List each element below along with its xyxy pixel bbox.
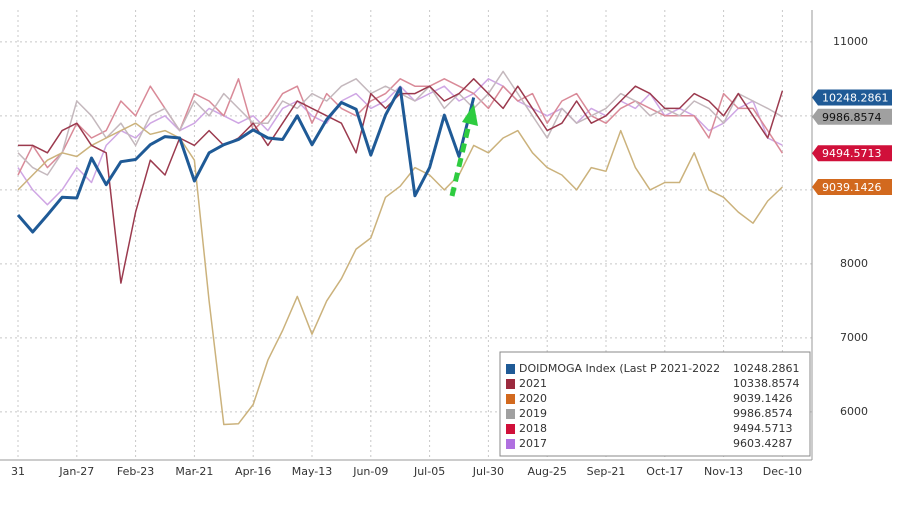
legend-label: 2017 [519, 437, 547, 450]
annotation-arrow [449, 119, 473, 197]
value-tag [812, 178, 892, 195]
value-tag [812, 89, 892, 106]
legend-value: 9494.5713 [733, 422, 793, 435]
legend-label: 2018 [519, 422, 547, 435]
value-tag-label: 9494.5713 [822, 147, 882, 160]
legend-value: 10248.2861 [733, 362, 799, 375]
value-tag-label: 9039.1426 [822, 181, 882, 194]
legend-swatch [506, 439, 515, 449]
x-tick-label: Jul-05 [413, 465, 445, 478]
legend-value: 9039.1426 [733, 392, 793, 405]
series-line [17, 78, 783, 206]
x-tick-label: Sep-21 [587, 465, 626, 478]
legend-label: 2019 [519, 407, 547, 420]
value-tag-label: 9986.8574 [822, 111, 882, 124]
y-tick-label: 11000 [833, 35, 868, 48]
legend: DOIDMOGA Index (Last P 2021-2022 10248.28… [499, 351, 811, 457]
series-line [16, 86, 476, 234]
x-tick-label: Nov-13 [704, 465, 743, 478]
x-tick-label: Aug-25 [527, 465, 566, 478]
legend-box [499, 351, 811, 457]
legend-value: 9603.4287 [733, 437, 793, 450]
x-tick-label: Feb-23 [117, 465, 154, 478]
x-tick-label: Mar-21 [175, 465, 213, 478]
legend-value: 10338.8574 [733, 377, 799, 390]
x-tick-label: May-13 [292, 465, 333, 478]
value-tags: 10248.2861 9039.1426 9986.8574 9494.5713 [812, 89, 892, 195]
legend-swatch [506, 364, 515, 374]
legend-swatch [506, 424, 515, 434]
x-tick-label: Oct-17 [646, 465, 683, 478]
x-tick-label: Apr-16 [235, 465, 271, 478]
annotation-arrowhead [462, 104, 478, 126]
y-tick-label: 8000 [840, 257, 868, 270]
y-tick-label: 7000 [840, 331, 868, 344]
x-tick-label: Jun-09 [352, 465, 388, 478]
value-tag [812, 108, 892, 125]
lines [16, 70, 784, 426]
x-tick-label: Jan-27 [58, 465, 94, 478]
x-tick-label: Jul-30 [472, 465, 504, 478]
legend-label: DOIDMOGA Index (Last P 2021-2022 [519, 362, 720, 375]
series-line [17, 122, 783, 426]
legend-swatch [506, 394, 515, 404]
legend-swatch [506, 379, 515, 389]
legend-value: 9986.8574 [733, 407, 793, 420]
x-tick-label: 31 [11, 465, 25, 478]
value-tag [812, 145, 892, 162]
series-line [17, 78, 784, 176]
y-tick-label: 6000 [840, 405, 868, 418]
x-tick-label: Dec-10 [763, 465, 802, 478]
legend-label: 2021 [519, 377, 547, 390]
value-tag-label: 10248.2861 [822, 91, 888, 104]
legend-label: 2020 [519, 392, 547, 405]
legend-swatch [506, 409, 515, 419]
